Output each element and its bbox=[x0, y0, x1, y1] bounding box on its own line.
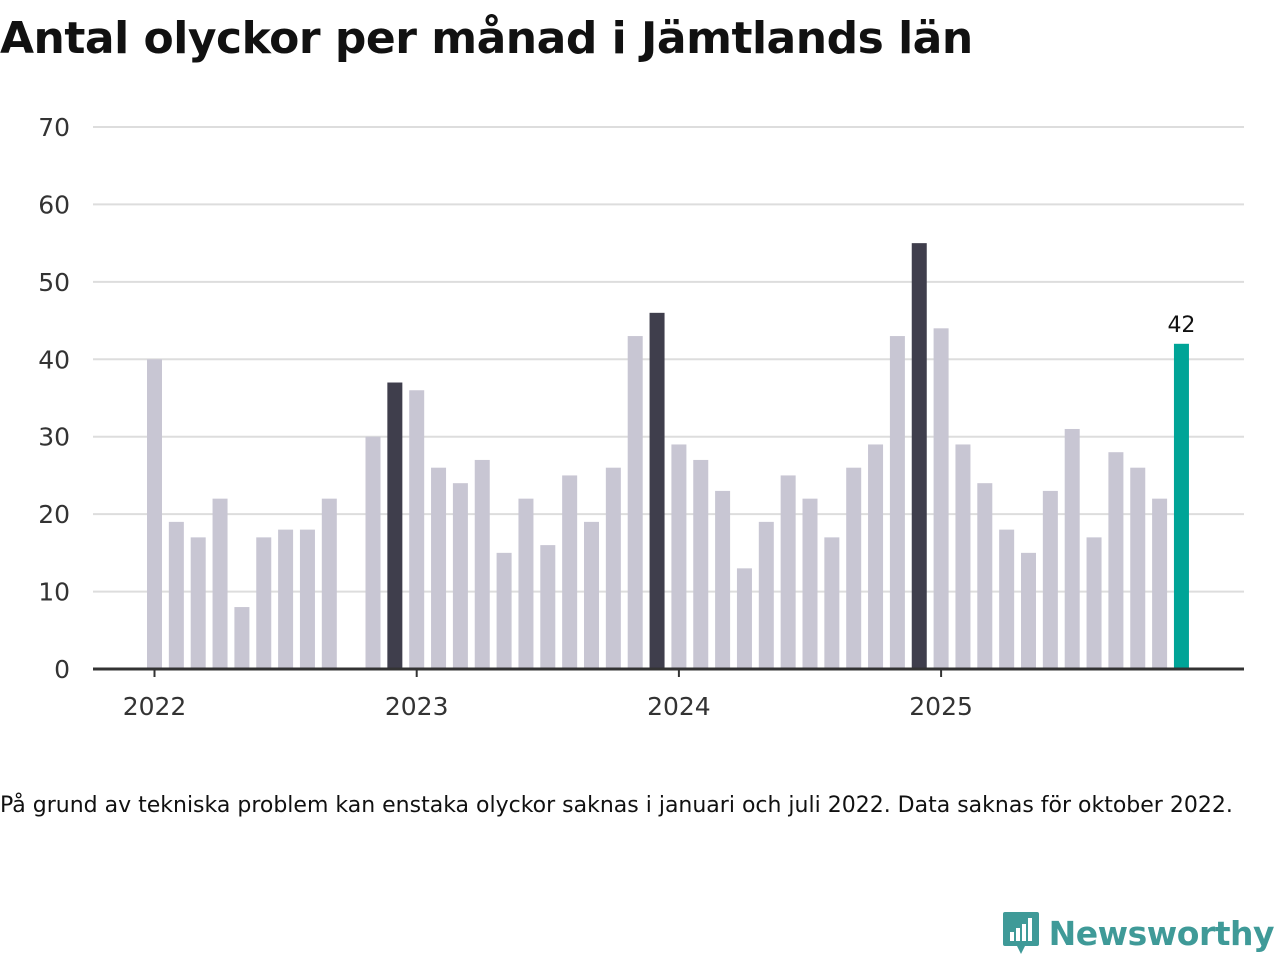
chart-title: Antal olyckor per månad i Jämtlands län bbox=[0, 13, 973, 64]
bar-2024-10 bbox=[868, 444, 884, 669]
bar-2022-08 bbox=[299, 529, 315, 669]
bar-2024-06 bbox=[780, 475, 796, 669]
bar-2024-08 bbox=[824, 537, 840, 669]
footnote: På grund av tekniska problem kan enstaka… bbox=[0, 793, 1233, 818]
bar-2023-09 bbox=[584, 521, 599, 669]
y-tick-label-50: 50 bbox=[38, 268, 70, 297]
brand-name: Newsworthy bbox=[1048, 913, 1275, 953]
x-tick-label-2025: 2025 bbox=[909, 692, 973, 721]
bar-2022-07 bbox=[278, 529, 294, 669]
bar-chart: 0 10 20 30 40 50 60 70 2022 2023 2024 2025 42 bbox=[38, 113, 1244, 721]
bar-2024-07 bbox=[802, 498, 818, 669]
bar-2023-03 bbox=[452, 483, 468, 669]
y-axis-ticks: 0 10 20 30 40 50 60 70 bbox=[38, 113, 70, 684]
x-axis-ticks: 2022 2023 2024 2025 bbox=[123, 669, 973, 721]
bar-2022-05 bbox=[234, 607, 250, 669]
bar-2024-03 bbox=[715, 490, 731, 669]
bar-2025-01 bbox=[933, 328, 949, 669]
bar-2025-09 bbox=[1108, 452, 1124, 669]
bar-2024-01 bbox=[671, 444, 687, 669]
bar-2023-04 bbox=[474, 459, 490, 669]
bar-2023-05 bbox=[496, 552, 512, 669]
bar-2023-11 bbox=[627, 336, 643, 669]
bar-2025-12 bbox=[1173, 343, 1189, 669]
y-tick-label-20: 20 bbox=[38, 500, 70, 529]
bar-2022-02 bbox=[168, 521, 184, 669]
bar-2022-09 bbox=[321, 498, 337, 669]
bars bbox=[147, 243, 1189, 669]
y-tick-label-10: 10 bbox=[38, 578, 70, 607]
bar-2024-12 bbox=[911, 243, 927, 669]
bar-2022-03 bbox=[190, 537, 206, 669]
y-tick-label-70: 70 bbox=[38, 113, 70, 142]
bar-chart-speech-bubble-icon bbox=[1002, 912, 1039, 954]
y-tick-label-40: 40 bbox=[38, 345, 70, 374]
bar-2025-02 bbox=[955, 444, 971, 669]
bar-2022-01 bbox=[147, 359, 162, 669]
bar-2023-01 bbox=[409, 390, 425, 669]
bar-2023-08 bbox=[562, 475, 578, 669]
bar-2023-07 bbox=[540, 545, 556, 669]
bar-2022-12 bbox=[387, 382, 403, 669]
bar-2025-07 bbox=[1064, 428, 1080, 669]
bar-2023-10 bbox=[605, 467, 621, 669]
bar-2025-08 bbox=[1086, 537, 1102, 669]
bar-2022-06 bbox=[256, 537, 272, 669]
y-tick-label-30: 30 bbox=[38, 423, 70, 452]
brand-logo[interactable]: Newsworthy bbox=[1001, 910, 1275, 956]
bar-2024-02 bbox=[693, 459, 709, 669]
y-tick-label-0: 0 bbox=[54, 655, 70, 684]
data-label-2025-12: 42 bbox=[1167, 313, 1195, 338]
gridlines bbox=[93, 126, 1244, 593]
bar-2025-04 bbox=[999, 529, 1015, 669]
bar-2024-11 bbox=[889, 336, 905, 669]
bar-2025-10 bbox=[1130, 467, 1146, 669]
bar-2025-03 bbox=[977, 483, 993, 669]
x-tick-label-2023: 2023 bbox=[385, 692, 449, 721]
bar-2024-05 bbox=[758, 521, 774, 669]
x-tick-label-2022: 2022 bbox=[123, 692, 187, 721]
bar-2023-06 bbox=[518, 498, 534, 669]
bar-2022-11 bbox=[365, 436, 381, 669]
bar-2022-04 bbox=[212, 498, 228, 669]
y-tick-label-60: 60 bbox=[38, 190, 70, 219]
bar-2025-05 bbox=[1021, 552, 1036, 669]
data-labels: 42 bbox=[1167, 313, 1195, 338]
bar-2023-12 bbox=[649, 312, 665, 669]
bar-2025-11 bbox=[1152, 498, 1168, 669]
bar-2025-06 bbox=[1042, 490, 1058, 669]
x-tick-label-2024: 2024 bbox=[647, 692, 711, 721]
bar-2023-02 bbox=[431, 467, 447, 669]
bar-2024-09 bbox=[846, 467, 862, 669]
bar-2024-04 bbox=[736, 568, 752, 669]
